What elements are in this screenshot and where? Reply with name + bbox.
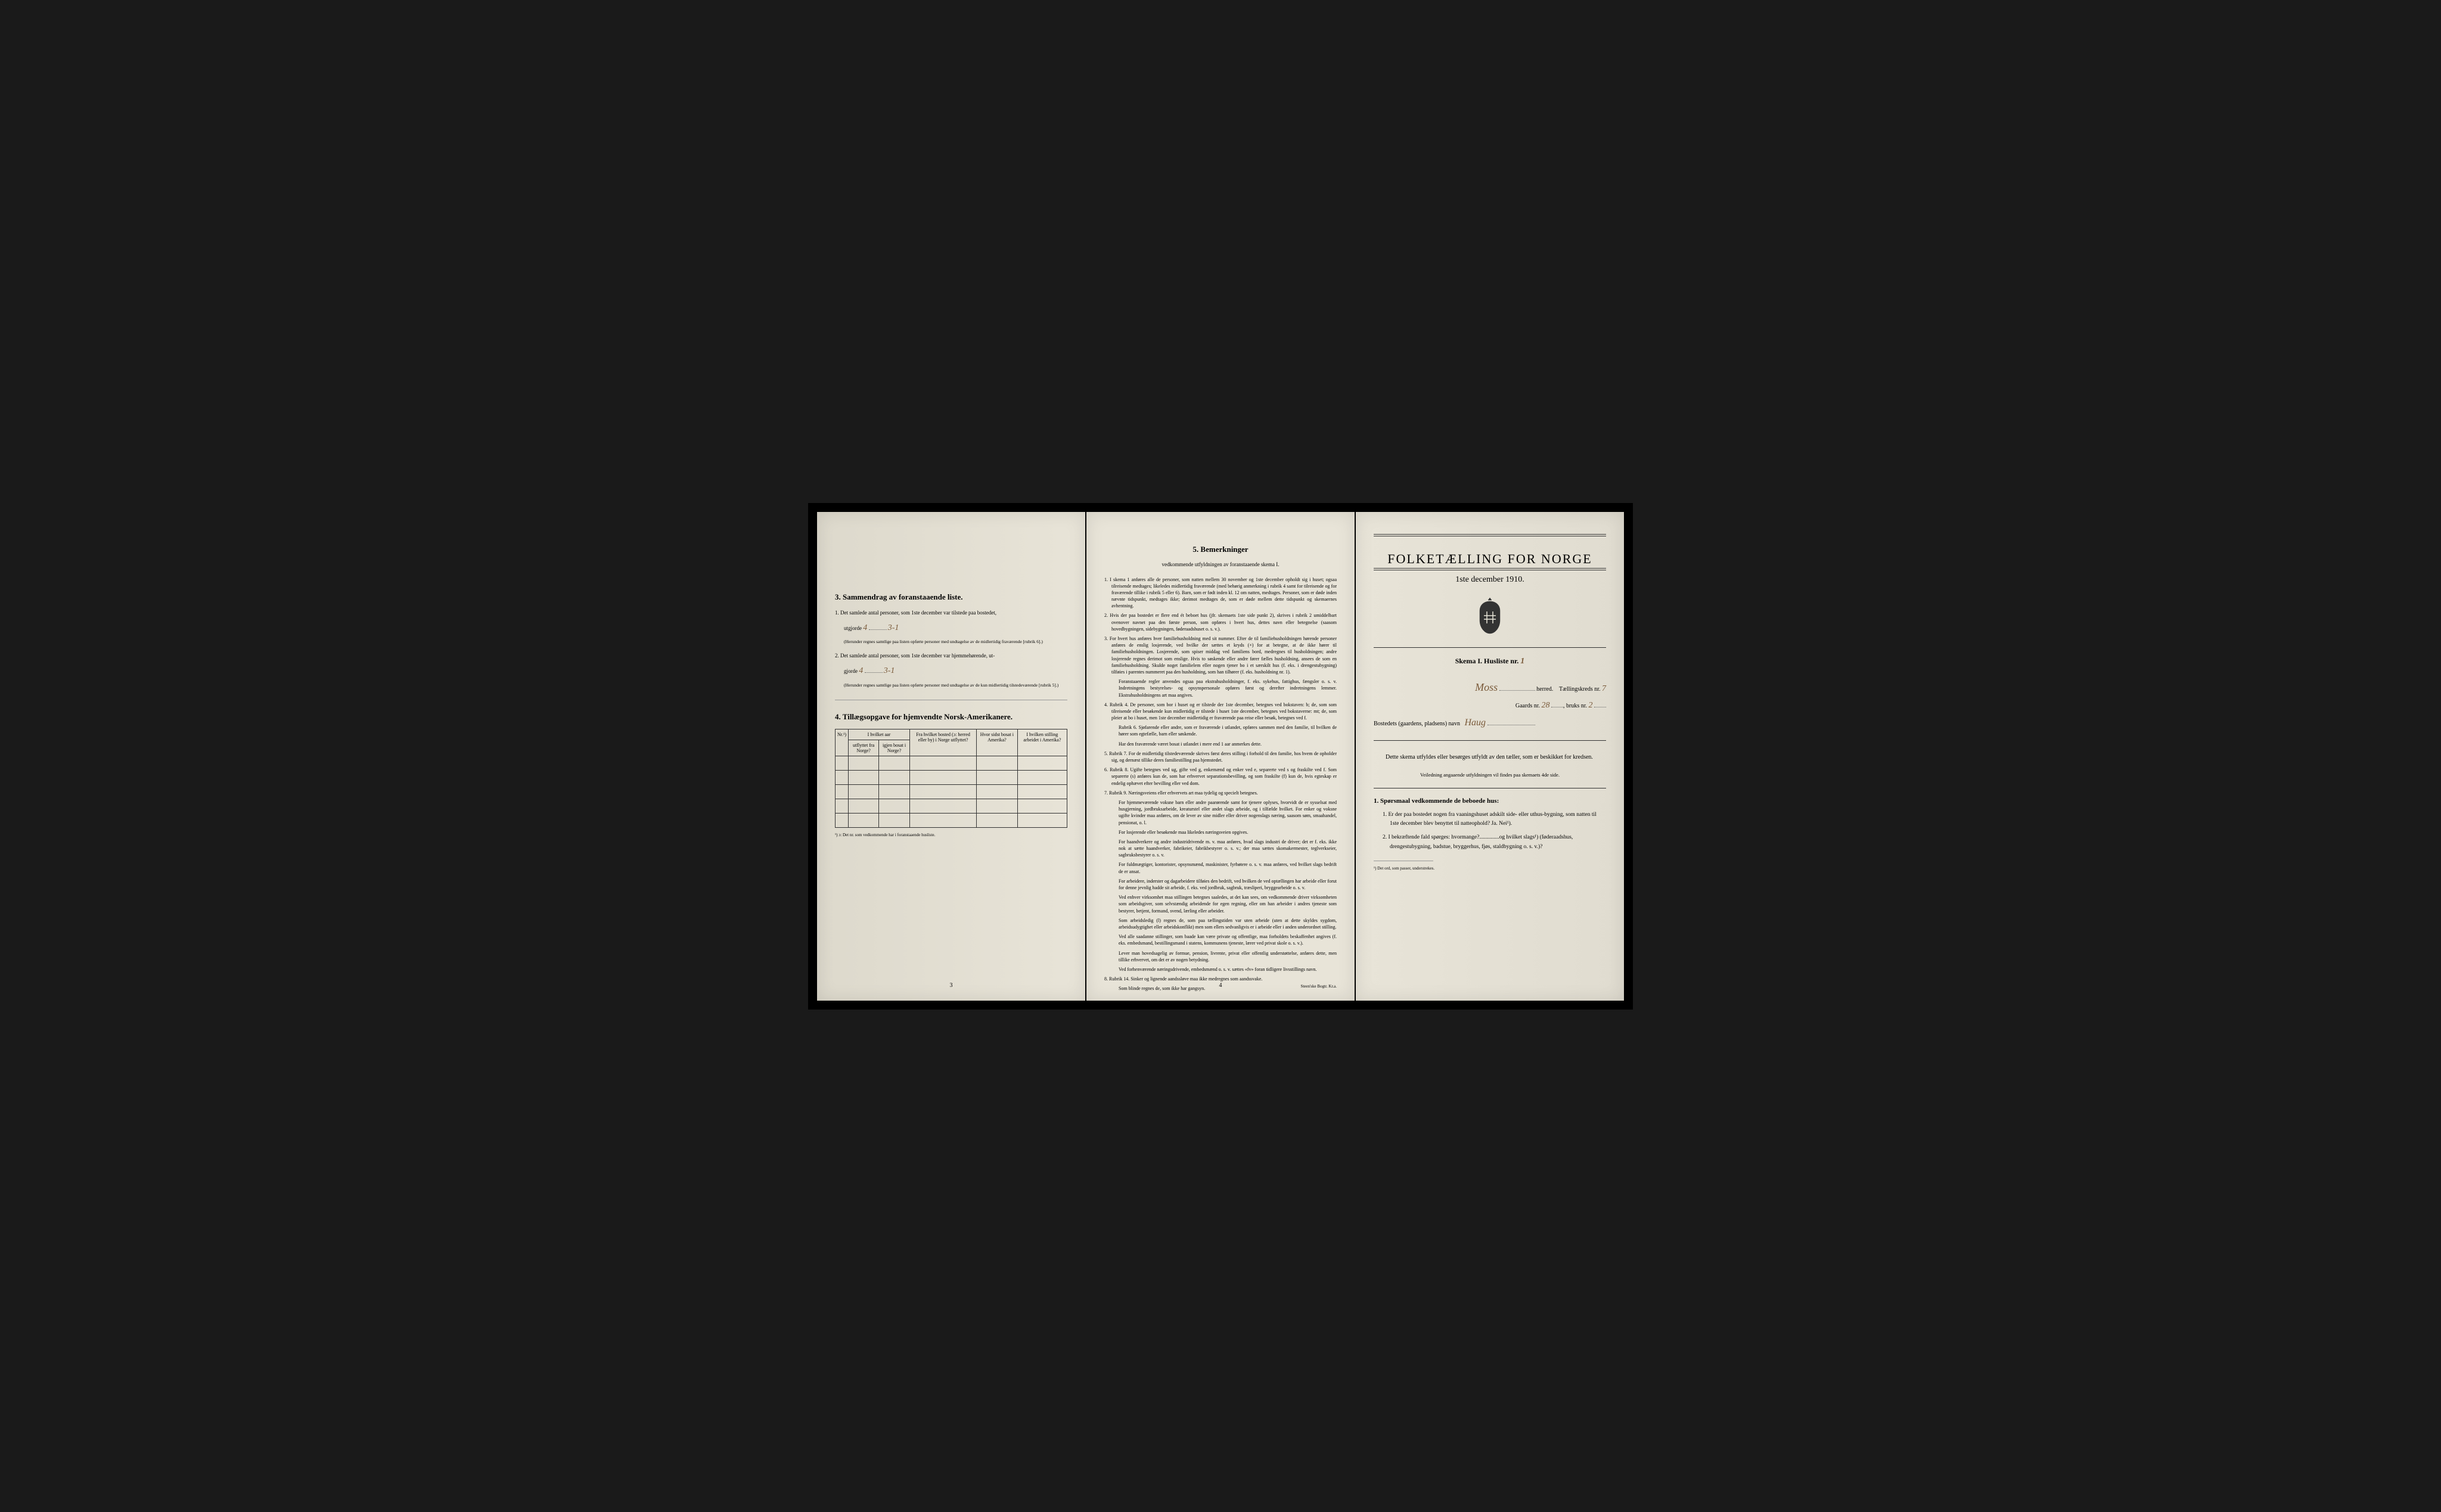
amerikanere-table: Nr.¹) I hvilket aar Fra hvilket bosted (… [835, 729, 1067, 828]
item-1-note: (Herunder regnes samtlige paa listen opf… [844, 639, 1067, 645]
document-container: 3. Sammendrag av foranstaaende liste. 1.… [808, 503, 1633, 1010]
th-bosat: igjen bosat i Norge? [879, 740, 910, 756]
handwritten-value-1a: 4 [863, 623, 867, 632]
gaards-value: 28 [1542, 701, 1550, 710]
remark-item: 2. Hvis der paa bostedet er flere end ét… [1104, 612, 1337, 632]
skema-line: Skema I. Husliste nr. 1 [1374, 657, 1606, 666]
page-number-4: 4 [1219, 982, 1222, 989]
th-utflyttet: utflyttet fra Norge? [849, 740, 879, 756]
question-heading: 1. Spørsmaal vedkommende de beboede hus: [1374, 797, 1606, 805]
gaards-line: Gaards nr. 28 , bruks nr. 2 [1374, 701, 1606, 710]
herred-line: Moss herred. Tællingskreds nr. 7 [1374, 681, 1606, 694]
table-row [836, 785, 1067, 799]
remark-item: For hjemmeværende voksne barn eller andr… [1104, 799, 1337, 826]
bosted-value: Haug [1464, 718, 1486, 728]
date-line: 1ste december 1910. [1374, 575, 1606, 585]
section-3-heading: 3. Sammendrag av foranstaaende liste. [835, 592, 1067, 602]
remark-item: Ved alle saadanne stillinger, som baade … [1104, 933, 1337, 946]
th-bosted: Fra hvilket bosted (ɔ: herred eller by) … [909, 729, 976, 756]
remark-item: For fuldmægtiger, kontorister, opsynsmæn… [1104, 861, 1337, 874]
th-nr: Nr.¹) [836, 729, 849, 756]
remark-item: 6. Rubrik 8. Ugifte betegnes ved ug, gif… [1104, 766, 1337, 787]
main-title: FOLKETÆLLING FOR NORGE [1374, 551, 1606, 567]
item-1-text: 1. Det samlede antal personer, som 1ste … [835, 609, 1067, 617]
page-3-content: 3. Sammendrag av foranstaaende liste. 1.… [817, 512, 1085, 1001]
kreds-value: 7 [1602, 684, 1606, 693]
remark-item: 1. I skema 1 anføres alle de personer, s… [1104, 576, 1337, 610]
bosted-line: Bostedets (gaardens, pladsens) navn Haug [1374, 718, 1606, 728]
table-footnote: ¹) ɔ: Det nr. som vedkommende har i fora… [835, 833, 1067, 837]
item-2-text: 2. Det samlede antal personer, som 1ste … [835, 652, 1067, 660]
table-row [836, 799, 1067, 814]
remark-item: For arbeidere, inderster og dagarbeidere… [1104, 878, 1337, 891]
page-number-3: 3 [950, 982, 953, 989]
cover-page: FOLKETÆLLING FOR NORGE 1ste december 191… [1356, 512, 1624, 1001]
handwritten-value-1b: 3-1 [888, 623, 899, 632]
husliste-nr: 1 [1520, 657, 1524, 666]
item-2-note: (Herunder regnes samtlige paa listen opf… [844, 682, 1067, 688]
remark-item: 5. Rubrik 7. For de midlertidig tilstede… [1104, 750, 1337, 763]
remark-item: 7. Rubrik 9. Næringsveiens eller erhverv… [1104, 790, 1337, 796]
remark-item: Rubrik 6. Sjøfarende eller andre, som er… [1104, 724, 1337, 737]
table-row [836, 771, 1067, 785]
handwritten-value-2a: 4 [859, 666, 863, 675]
section-5-sub: vedkommende utfyldningen av foranstaaend… [1104, 561, 1337, 567]
remark-item: For losjerende eller besøkende maa likel… [1104, 829, 1337, 836]
handwritten-value-2b: 3-1 [884, 666, 895, 675]
remark-item: Som arbeidsledig (l) regnes de, som paa … [1104, 917, 1337, 930]
remark-item: Ved forhenværende næringsdrivende, embed… [1104, 966, 1337, 973]
remark-item: 3. For hvert hus anføres hver familiehus… [1104, 635, 1337, 675]
page-4-content: 5. Bemerkninger vedkommende utfyldningen… [1086, 512, 1355, 1001]
remark-item: For haandverkere og andre industridriven… [1104, 839, 1337, 859]
remarks-list: 1. I skema 1 anføres alle de personer, s… [1104, 576, 1337, 992]
remark-item: Ved enhver virksomhet maa stillingen bet… [1104, 894, 1337, 914]
remark-item: Lever man hovedsagelig av formue, pensio… [1104, 950, 1337, 963]
bruks-value: 2 [1589, 701, 1593, 710]
printer-note: Steen'ske Bogtr. Kr.a. [1300, 984, 1337, 989]
page3-footnote: ¹) Det ord, som passer, understrekes. [1374, 866, 1606, 871]
question-1: 1. Er der paa bostedet nogen fra vaaning… [1383, 811, 1606, 828]
herred-value: Moss [1475, 681, 1498, 693]
table-row [836, 756, 1067, 771]
item-1-fill: utgjorde 4 3-1 [835, 620, 1067, 635]
norway-crest-icon [1374, 597, 1606, 638]
question-2: 2. I bekræftende fald spørges: hvormange… [1383, 833, 1606, 851]
remark-item: Foranstaaende regler anvendes ogsaa paa … [1104, 678, 1337, 698]
item-2-fill: gjorde 4 3-1 [835, 663, 1067, 678]
th-amerika: Hvor sidst bosat i Amerika? [977, 729, 1017, 756]
instruction-text: Dette skema utfyldes eller besørges utfy… [1374, 753, 1606, 762]
table-row [836, 814, 1067, 828]
remark-item: Har den fraværende været bosat i utlande… [1104, 741, 1337, 747]
section-5-heading: 5. Bemerkninger [1104, 545, 1337, 554]
instruction-sub: Veiledning angaaende utfyldningen vil fi… [1374, 771, 1606, 780]
remark-item: 4. Rubrik 4. De personer, som bor i huse… [1104, 701, 1337, 722]
section-4-heading: 4. Tillægsopgave for hjemvendte Norsk-Am… [835, 712, 1067, 722]
th-stilling: I hvilken stilling arbeidet i Amerika? [1017, 729, 1067, 756]
th-aar: I hvilket aar [849, 729, 910, 740]
